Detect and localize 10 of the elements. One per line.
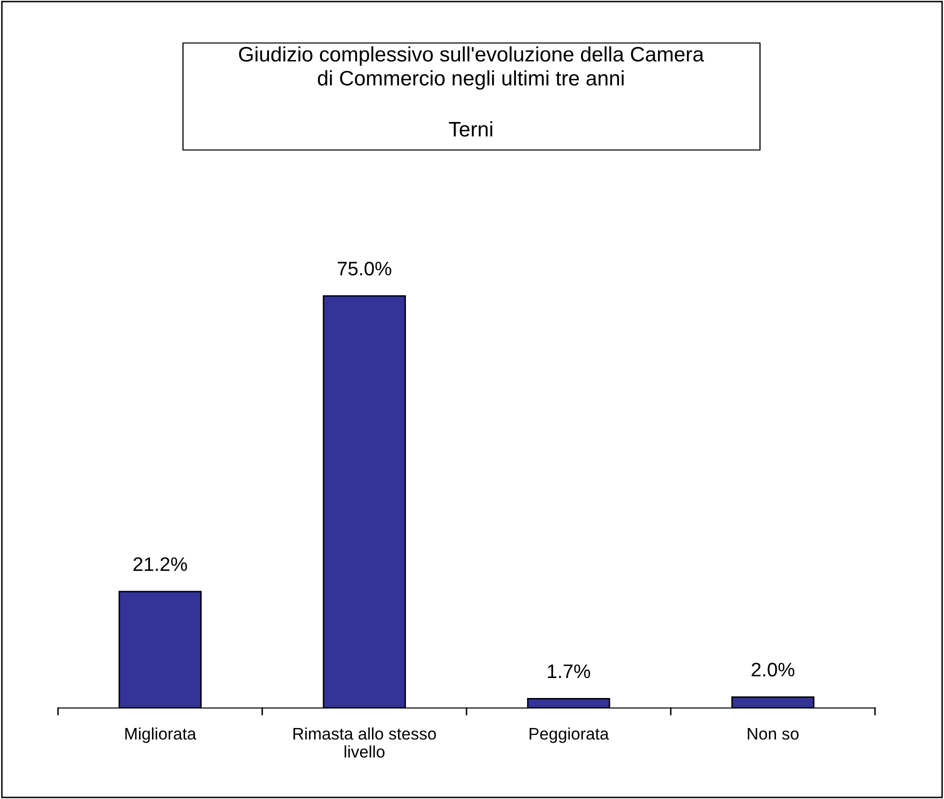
chart-subtitle: Terni — [448, 121, 492, 137]
x-tick-label: Migliorata — [125, 727, 196, 743]
x-tick-label: Peggiorata — [530, 727, 609, 743]
x-tick-label: Rimasta allo stesso livello — [293, 727, 436, 758]
data-label: 75.0% — [338, 262, 392, 276]
chart-title: Giudizio complessivo sull'evoluzione della Camera di Commercio negli ultimi tre anni — [239, 46, 704, 90]
data-label: 21.2% — [134, 557, 187, 571]
x-tick-label: Non so — [748, 728, 799, 740]
data-label: 2.0% — [752, 662, 794, 677]
data-label: 1.7% — [548, 664, 590, 678]
